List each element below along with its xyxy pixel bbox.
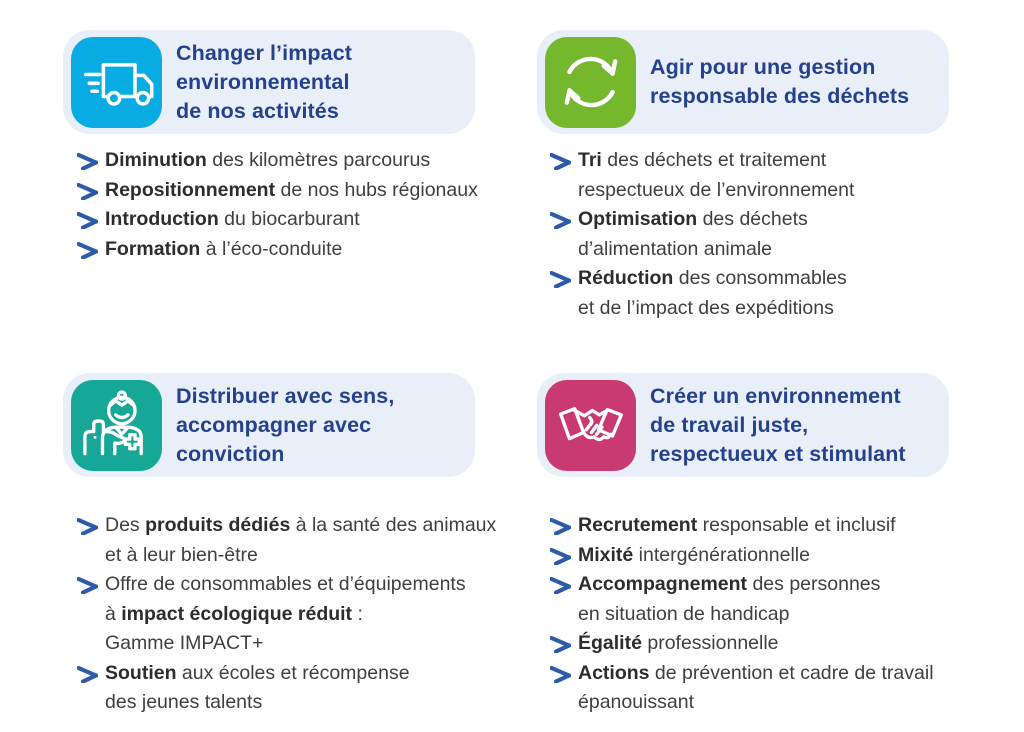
delivery-truck-icon	[83, 63, 153, 106]
list-item: Optimisation des déchets d’alimentation a…	[550, 205, 980, 264]
list-item: Recrutement responsable et inclusif	[550, 511, 1000, 541]
arrow-bullet-icon	[550, 271, 571, 288]
arrow-bullet-icon	[550, 153, 571, 170]
list-item: Réduction des consommables et de l’impact…	[550, 264, 980, 323]
list-item: Soutien aux écoles et récompense des jeun…	[77, 659, 527, 718]
arrow-bullet-icon	[77, 153, 98, 170]
arrow-bullet-icon	[550, 665, 571, 683]
arrow-bullet-icon	[550, 636, 571, 653]
list-item: Des produits dédiés à la santé des anima…	[77, 511, 527, 570]
card-distribution-title: Distribuer avec sens, accompagner avec c…	[176, 383, 395, 466]
arrow-bullet-icon	[77, 518, 98, 535]
arrow-bullet-icon	[77, 241, 98, 259]
list-item: Introduction du biocarburant	[77, 205, 507, 235]
arrow-bullet-icon	[77, 665, 98, 683]
veterinarian-tile	[71, 379, 162, 471]
environment-bullet-list: Diminution des kilomètres parcourus Repo…	[77, 146, 507, 264]
card-distribution-header: Distribuer avec sens, accompagner avec c…	[63, 373, 475, 477]
arrow-bullet-icon	[550, 547, 571, 565]
arrow-bullet-icon	[550, 518, 571, 535]
card-workplace-header: Créer un environnement de travail juste,…	[537, 373, 949, 477]
waste-bullet-list: Tri des déchets et traitement respectueux…	[550, 146, 980, 323]
arrow-bullet-icon	[77, 212, 98, 229]
card-waste-title: Agir pour une gestion responsable des dé…	[650, 55, 910, 108]
list-item: Repositionnement de nos hubs régionaux	[77, 176, 507, 206]
arrow-bullet-icon	[77, 577, 98, 594]
card-waste-header: Agir pour une gestion responsable des dé…	[537, 30, 949, 134]
list-item: Offre de consommables et d’équipements à …	[77, 570, 527, 659]
list-item: Mixité intergénérationnelle	[550, 541, 1000, 571]
list-item: Diminution des kilomètres parcourus	[77, 146, 507, 176]
card-environment-header: Changer l’impact environnemental de nos …	[63, 30, 475, 134]
handshake-icon	[558, 407, 623, 442]
list-item: Tri des déchets et traitement respectueux…	[550, 146, 980, 205]
arrow-bullet-icon	[550, 212, 571, 229]
arrow-bullet-icon	[550, 577, 571, 594]
list-item: Égalité professionnelle	[550, 629, 1000, 659]
recycle-tile	[545, 36, 636, 128]
card-environment-title: Changer l’impact environnemental de nos …	[176, 40, 353, 123]
list-item: Formation à l’éco-conduite	[77, 235, 507, 265]
truck-tile	[71, 36, 162, 128]
card-workplace-title: Créer un environnement de travail juste,…	[650, 383, 906, 466]
veterinarian-icon	[82, 390, 143, 456]
arrow-bullet-icon	[77, 182, 98, 200]
distribution-bullet-list: Des produits dédiés à la santé des anima…	[77, 511, 527, 718]
workplace-bullet-list: Recrutement responsable et inclusif Mixi…	[550, 511, 1000, 718]
list-item: Actions de prévention et cadre de travai…	[550, 659, 1000, 718]
recycle-icon	[564, 56, 617, 108]
handshake-tile	[545, 379, 636, 471]
list-item: Accompagnement des personnes en situation…	[550, 570, 1000, 629]
